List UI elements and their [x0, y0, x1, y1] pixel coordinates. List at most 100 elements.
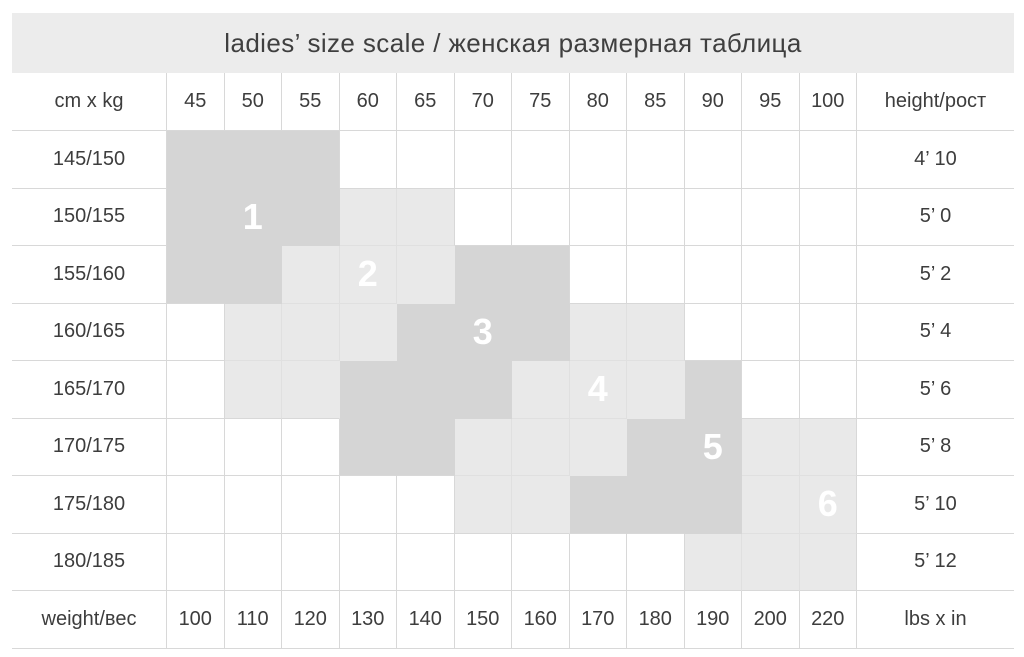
size-cell — [684, 533, 742, 591]
size-zone-label: 1 — [242, 195, 263, 237]
size-cell — [627, 188, 685, 246]
size-cell: 5 — [684, 418, 742, 476]
size-zone-label: 6 — [817, 483, 838, 525]
lbs-cell: 100 — [167, 591, 225, 649]
size-cell — [224, 246, 282, 304]
cm-row-label: 165/170 — [12, 361, 167, 419]
size-cell — [282, 418, 340, 476]
lbs-cell: 110 — [224, 591, 282, 649]
lbs-cell: 220 — [799, 591, 857, 649]
lbs-cell: 130 — [339, 591, 397, 649]
size-cell — [799, 188, 857, 246]
height-ft-label: 5’ 10 — [857, 476, 1014, 534]
size-cell — [627, 418, 685, 476]
size-cell — [512, 188, 570, 246]
size-cell — [684, 131, 742, 189]
size-cell — [742, 131, 800, 189]
size-cell — [224, 361, 282, 419]
kg-header-cell: 80 — [569, 73, 627, 131]
size-cell — [512, 533, 570, 591]
size-cell — [684, 188, 742, 246]
size-cell — [569, 246, 627, 304]
size-cell — [339, 361, 397, 419]
size-cell: 6 — [799, 476, 857, 534]
height-ft-label: 5’ 12 — [857, 534, 1014, 591]
size-cell — [454, 533, 512, 591]
table-title: ladies’ size scale / женская размерная т… — [12, 13, 1014, 73]
size-cell — [339, 131, 397, 189]
size-cell — [684, 476, 742, 534]
size-cell — [569, 131, 627, 189]
kg-header-cell: 85 — [627, 73, 685, 131]
size-cell — [167, 131, 225, 189]
kg-header-cell: 100 — [799, 73, 857, 131]
size-cell — [282, 303, 340, 361]
size-zone-label: 5 — [702, 425, 723, 467]
size-cell — [512, 303, 570, 361]
lbs-cell: 120 — [282, 591, 340, 649]
size-cell — [799, 303, 857, 361]
size-cell — [454, 361, 512, 419]
size-cell — [454, 188, 512, 246]
size-cell — [454, 418, 512, 476]
size-cell — [397, 246, 455, 304]
size-cell — [397, 131, 455, 189]
size-cell — [569, 303, 627, 361]
size-cell — [742, 188, 800, 246]
size-cell — [569, 418, 627, 476]
size-cell — [799, 131, 857, 189]
size-cell — [569, 476, 627, 534]
size-cell — [684, 246, 742, 304]
kg-header-cell: 60 — [339, 73, 397, 131]
size-cell — [167, 533, 225, 591]
size-cell — [224, 418, 282, 476]
size-cell — [224, 131, 282, 189]
size-cell: 4 — [569, 361, 627, 419]
size-cell — [512, 246, 570, 304]
size-cell — [742, 418, 800, 476]
size-cell — [627, 131, 685, 189]
size-cell — [224, 533, 282, 591]
lbs-cell: 160 — [512, 591, 570, 649]
size-cell — [339, 188, 397, 246]
size-table: ladies’ size scale / женская размерная т… — [12, 13, 1014, 649]
size-cell — [339, 476, 397, 534]
size-cell — [742, 476, 800, 534]
size-cell — [512, 131, 570, 189]
kg-header-cell: 75 — [512, 73, 570, 131]
kg-header-cell: 90 — [684, 73, 742, 131]
size-cell — [512, 361, 570, 419]
size-cell — [454, 246, 512, 304]
size-cell — [397, 476, 455, 534]
size-cell — [684, 303, 742, 361]
kg-header-cell: 50 — [224, 73, 282, 131]
size-cell — [282, 533, 340, 591]
size-cell — [454, 131, 512, 189]
size-cell — [742, 246, 800, 304]
size-cell — [224, 476, 282, 534]
size-cell — [742, 533, 800, 591]
lbs-unit-label: lbs x in — [857, 591, 1014, 649]
cm-row-label: 175/180 — [12, 476, 167, 534]
size-cell — [339, 533, 397, 591]
lbs-cell: 200 — [742, 591, 800, 649]
size-cell — [167, 188, 225, 246]
size-cell — [512, 418, 570, 476]
size-cell — [742, 361, 800, 419]
size-zone-label: 2 — [357, 253, 378, 295]
size-cell — [167, 476, 225, 534]
size-cell — [167, 303, 225, 361]
kg-header-cell: 70 — [454, 73, 512, 131]
lbs-cell: 190 — [684, 591, 742, 649]
size-cell — [397, 418, 455, 476]
size-cell — [282, 188, 340, 246]
size-cell — [627, 361, 685, 419]
size-cell — [799, 533, 857, 591]
cm-row-label: 155/160 — [12, 246, 167, 304]
size-cell — [282, 361, 340, 419]
size-cell — [224, 303, 282, 361]
height-ft-label: 5’ 2 — [857, 246, 1014, 304]
size-cell — [397, 188, 455, 246]
size-cell — [282, 131, 340, 189]
size-cell — [627, 303, 685, 361]
